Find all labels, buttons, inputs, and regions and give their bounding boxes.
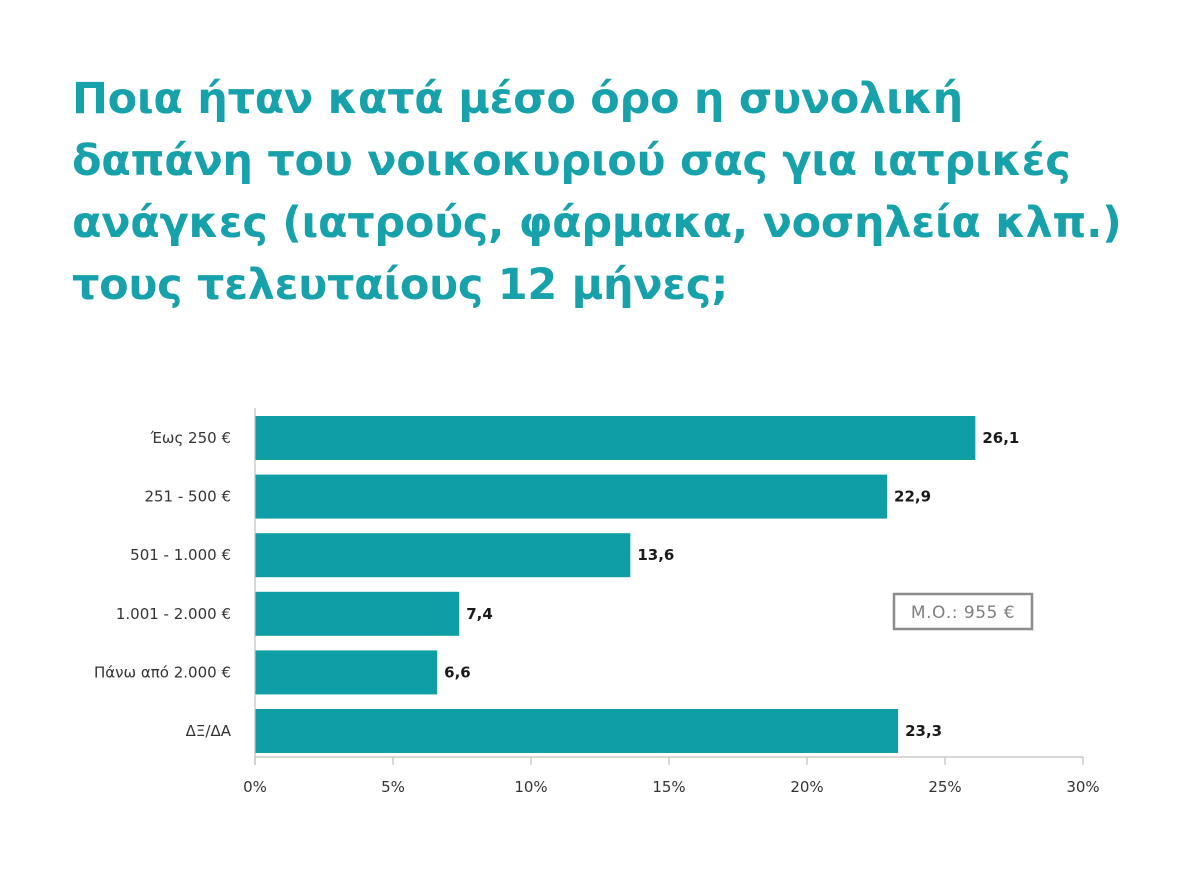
- title-line-3: ανάγκες (ιατρούς, φάρμακα, νοσηλεία κλπ.…: [72, 198, 1122, 248]
- bar-4: [255, 591, 460, 636]
- x-tick-label-2: 5%: [381, 778, 405, 796]
- category-label-5: Πάνω από 2.000 €: [94, 663, 231, 681]
- value-label-3: 13,6: [637, 546, 674, 564]
- average-note-text: Μ.Ο.: 955 €: [911, 603, 1015, 623]
- bar-5: [255, 650, 438, 695]
- bar-6: [255, 709, 899, 753]
- page-title: Ποια ήταν κατά μέσο όρο η συνολική δαπάν…: [72, 68, 1152, 316]
- title-line-4: τους τελευταίους 12 μήνες;: [72, 260, 728, 310]
- category-label-3: 501 - 1.000 €: [130, 546, 231, 564]
- category-label-2: 251 - 500 €: [144, 488, 231, 506]
- axis-layer: 0% 5% 10% 15% 20% 25% 30%: [243, 408, 1100, 796]
- x-tick-label-7: 30%: [1066, 778, 1099, 796]
- category-label-6: ΔΞ/ΔΑ: [186, 722, 232, 740]
- category-label-1: Έως 250 €: [150, 429, 231, 447]
- value-label-1: 26,1: [982, 429, 1019, 447]
- value-label-5: 6,6: [444, 663, 471, 681]
- category-label-4: 1.001 - 2.000 €: [116, 605, 231, 623]
- x-tick-label-4: 15%: [652, 778, 685, 796]
- average-note: Μ.Ο.: 955 €: [892, 592, 1034, 631]
- x-tick-label-5: 20%: [790, 778, 823, 796]
- title-line-1: Ποια ήταν κατά μέσο όρο η συνολική: [72, 74, 963, 124]
- x-tick-label-3: 10%: [514, 778, 547, 796]
- value-label-2: 22,9: [894, 488, 931, 506]
- bar-1: [255, 416, 976, 460]
- bar-2: [255, 474, 888, 519]
- value-label-6: 23,3: [905, 722, 942, 740]
- average-note-frame: [892, 592, 1034, 631]
- value-label-4: 7,4: [466, 605, 493, 623]
- title-line-2: δαπάνη του νοικοκυριού σας για ιατρικές: [72, 136, 1071, 186]
- bar-3: [255, 533, 631, 578]
- labels-layer: Έως 250 € 26,1 251 - 500 € 22,9 501 - 1.000 …: [94, 429, 1019, 740]
- x-tick-label-1: 0%: [243, 778, 267, 796]
- x-tick-label-6: 25%: [928, 778, 961, 796]
- bars-layer: [255, 416, 976, 753]
